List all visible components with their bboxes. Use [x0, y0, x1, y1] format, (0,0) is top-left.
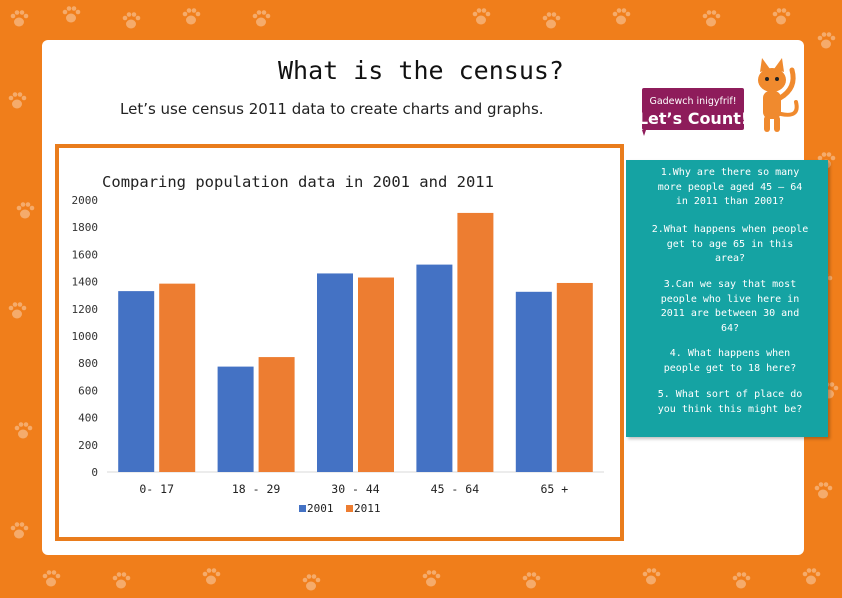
- question-5: 5. What sort of place do you think this …: [657, 389, 803, 415]
- y-tick-label: 1400: [72, 276, 99, 289]
- paw-print-icon: [250, 8, 272, 30]
- paw-print-icon: [110, 570, 132, 592]
- paw-print-icon: [180, 6, 202, 28]
- paw-print-icon: [640, 566, 662, 588]
- paw-print-icon: [470, 6, 492, 28]
- y-tick-label: 800: [78, 357, 98, 370]
- paw-print-icon: [12, 420, 34, 442]
- paw-print-icon: [6, 90, 28, 112]
- legend-label-2001: 2001: [307, 502, 334, 515]
- y-tick-label: 400: [78, 412, 98, 425]
- lets-count-logo: Gadewch inigyfrif! Let’s Count!: [632, 58, 804, 138]
- x-tick-label: 65 +: [540, 482, 568, 496]
- page-title: What is the census?: [278, 56, 564, 85]
- bar-2001-4: [515, 291, 552, 472]
- y-tick-label: 1600: [72, 248, 99, 261]
- bar-2001-2: [317, 273, 353, 472]
- logo-badge: Gadewch inigyfrif! Let’s Count!: [638, 88, 748, 136]
- y-tick-label: 1000: [72, 330, 99, 343]
- paw-print-icon: [300, 572, 322, 594]
- legend-swatch-2011: [346, 505, 353, 512]
- bar-2011-2: [358, 277, 394, 472]
- paw-print-icon: [8, 520, 30, 542]
- paw-print-icon: [200, 566, 222, 588]
- paw-print-icon: [8, 8, 30, 30]
- y-tick-label: 600: [78, 384, 98, 397]
- question-3: 3.Can we say that most people who live h…: [660, 279, 800, 334]
- paw-print-icon: [800, 566, 822, 588]
- question-1: 1.Why are there so many more people aged…: [657, 167, 803, 207]
- y-tick-label: 1200: [72, 303, 99, 316]
- question-2: 2.What happens when people get to age 65…: [651, 224, 809, 264]
- paw-print-icon: [540, 10, 562, 32]
- bar-2001-1: [217, 366, 254, 472]
- paw-print-icon: [700, 8, 722, 30]
- bar-2011-3: [457, 212, 494, 473]
- logo-line-1: Gadewch inigyfrif!: [649, 96, 736, 107]
- x-tick-label: 0- 17: [139, 482, 174, 496]
- bar-2011-4: [556, 282, 593, 472]
- page-subtitle: Let’s use census 2011 data to create cha…: [120, 100, 544, 118]
- chart-title: Comparing population data in 2001 and 20…: [102, 173, 494, 191]
- paw-print-icon: [520, 570, 542, 592]
- paw-print-icon: [6, 300, 28, 322]
- logo-line-2: Let’s Count!: [638, 109, 748, 128]
- chart-container: Comparing population data in 2001 and 20…: [55, 144, 624, 541]
- x-tick-label: 45 - 64: [431, 482, 480, 496]
- paw-print-icon: [120, 10, 142, 32]
- paw-print-icon: [40, 568, 62, 590]
- legend-swatch-2001: [299, 505, 306, 512]
- cat-mascot-icon: [758, 58, 799, 132]
- paw-print-icon: [770, 6, 792, 28]
- y-tick-label: 200: [78, 439, 98, 452]
- y-tick-label: 2000: [72, 194, 99, 207]
- bar-chart: Comparing population data in 2001 and 20…: [72, 173, 604, 515]
- bar-2001-3: [416, 264, 453, 472]
- y-tick-label: 1800: [72, 221, 99, 234]
- paw-print-icon: [420, 568, 442, 590]
- paw-print-icon: [815, 30, 837, 52]
- paw-print-icon: [610, 6, 632, 28]
- paw-print-icon: [14, 200, 36, 222]
- x-tick-label: 30 - 44: [331, 482, 380, 496]
- x-tick-label: 18 - 29: [232, 482, 281, 496]
- bar-2011-0: [159, 283, 196, 472]
- paw-print-icon: [730, 570, 752, 592]
- legend-label-2011: 2011: [354, 502, 381, 515]
- bar-2001-0: [118, 291, 155, 472]
- question-4: 4. What happens when people get to 18 he…: [663, 348, 797, 374]
- paw-print-icon: [60, 4, 82, 26]
- questions-panel: 1.Why are there so many more people aged…: [626, 160, 828, 437]
- y-tick-label: 0: [91, 466, 98, 479]
- paw-print-icon: [812, 480, 834, 502]
- bar-2011-1: [258, 357, 295, 472]
